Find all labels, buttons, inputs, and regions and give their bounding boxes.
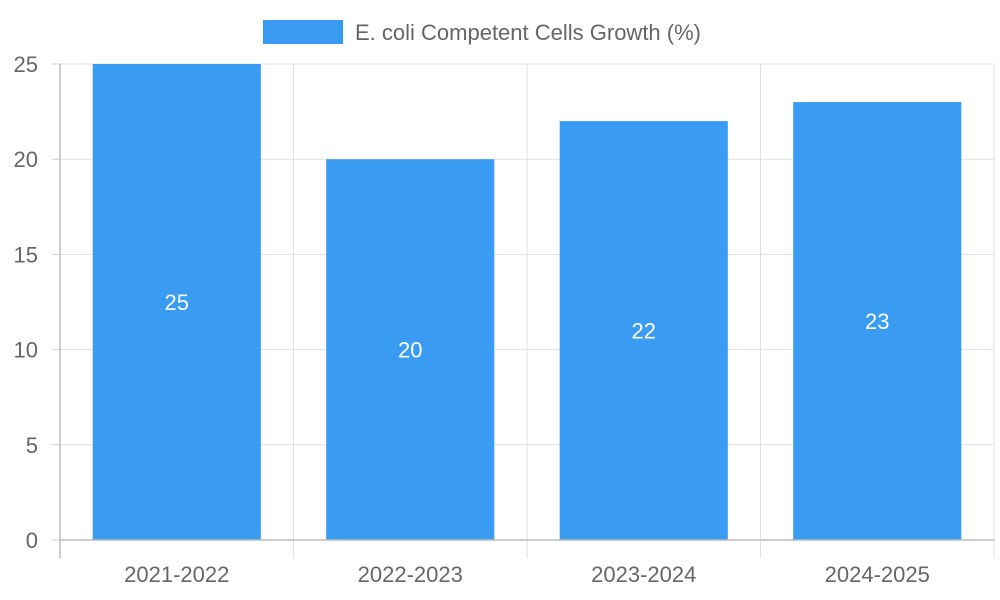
bar <box>92 64 261 540</box>
bar <box>326 159 495 540</box>
y-tick-label: 20 <box>14 147 38 172</box>
bar-value-label: 22 <box>632 319 656 344</box>
bar-value-label: 20 <box>398 338 422 363</box>
x-axis-tick-labels: 2021-2022 2022-2023 2023-2024 2024-2025 <box>124 562 930 587</box>
x-tick-label: 2023-2024 <box>591 562 696 587</box>
bars <box>92 64 962 541</box>
legend-swatch <box>263 20 343 44</box>
bar <box>559 121 728 541</box>
y-tick-label: 0 <box>26 528 38 553</box>
y-tick-label: 25 <box>14 52 38 77</box>
axes <box>59 64 994 558</box>
y-tick-label: 10 <box>14 338 38 363</box>
x-tick-label: 2024-2025 <box>825 562 930 587</box>
legend-label: E. coli Competent Cells Growth (%) <box>355 20 701 45</box>
bar-value-label: 23 <box>865 309 889 334</box>
data-labels: 25 20 22 23 <box>165 290 890 363</box>
bar <box>793 102 962 540</box>
x-tick-label: 2021-2022 <box>124 562 229 587</box>
y-axis-tick-labels: 0 5 10 15 20 25 <box>14 52 38 553</box>
y-tick-label: 5 <box>26 433 38 458</box>
legend: E. coli Competent Cells Growth (%) <box>263 20 701 45</box>
bar-value-label: 25 <box>165 290 189 315</box>
x-tick-label: 2022-2023 <box>358 562 463 587</box>
y-tick-label: 15 <box>14 242 38 267</box>
